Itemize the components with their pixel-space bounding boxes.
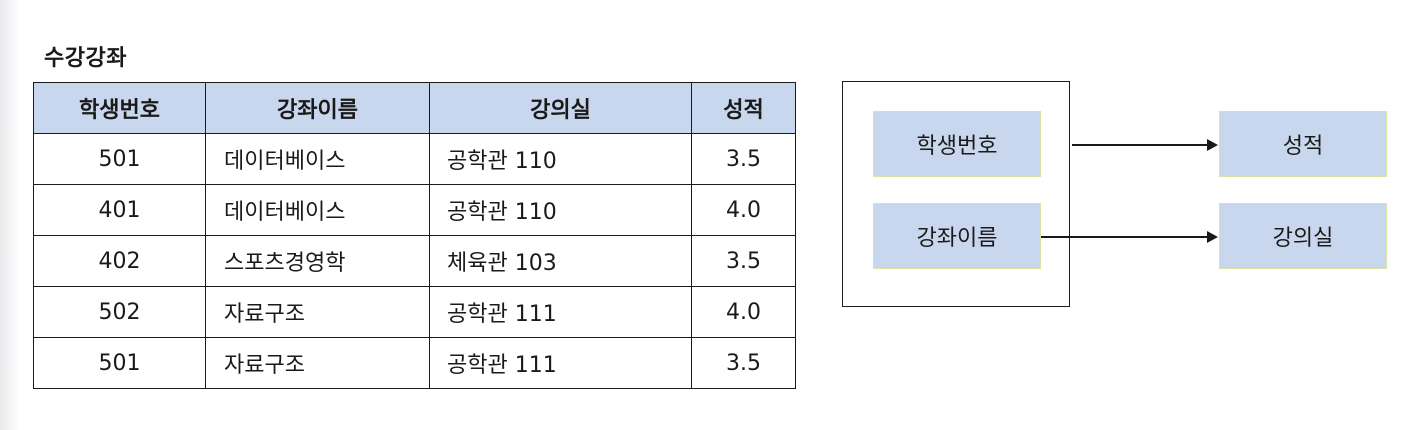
cell-grade: 3.5 [691, 133, 796, 185]
cell-classroom: 체육관 103 [429, 235, 692, 287]
header-student-id: 학생번호 [33, 82, 206, 134]
cell-student-id: 501 [33, 337, 206, 389]
enrollment-table: 학생번호 강좌이름 강의실 성적 501 데이터베이스 공학관 110 3.5 … [33, 82, 796, 389]
cell-course-name: 스포츠경영학 [205, 235, 430, 287]
cell-grade: 3.5 [691, 235, 796, 287]
cell-student-id: 501 [33, 133, 206, 185]
arrow-head-lower [1207, 231, 1218, 243]
cut-off-text-line [30, 420, 1370, 430]
arrow-line-lower [1041, 236, 1208, 238]
cell-course-name: 자료구조 [205, 337, 430, 389]
diagram-node-classroom: 강의실 [1219, 203, 1387, 269]
cell-classroom: 공학관 110 [429, 133, 692, 185]
cell-course-name: 데이터베이스 [205, 133, 430, 185]
arrow-head-upper [1207, 139, 1218, 151]
table-row: 402 스포츠경영학 체육관 103 3.5 [33, 235, 796, 287]
cell-classroom: 공학관 110 [429, 184, 692, 236]
cell-student-id: 401 [33, 184, 206, 236]
page-edge-shadow [0, 0, 20, 430]
arrow-line-upper [1072, 144, 1208, 146]
cell-grade: 3.5 [691, 337, 796, 389]
table-title: 수강강좌 [44, 46, 127, 71]
table-row: 401 데이터베이스 공학관 110 4.0 [33, 184, 796, 236]
cell-student-id: 402 [33, 235, 206, 287]
cell-student-id: 502 [33, 286, 206, 338]
header-classroom: 강의실 [429, 82, 692, 134]
table-row: 501 데이터베이스 공학관 110 3.5 [33, 133, 796, 185]
determinant-group-box [842, 81, 1070, 307]
cell-classroom: 공학관 111 [429, 286, 692, 338]
cell-classroom: 공학관 111 [429, 337, 692, 389]
diagram-node-grade: 성적 [1219, 111, 1387, 177]
cell-course-name: 자료구조 [205, 286, 430, 338]
diagram-node-course-name: 강좌이름 [873, 203, 1041, 269]
diagram-node-student-id: 학생번호 [873, 111, 1041, 177]
table-header-row: 학생번호 강좌이름 강의실 성적 [33, 82, 796, 134]
table-row: 501 자료구조 공학관 111 3.5 [33, 337, 796, 389]
header-grade: 성적 [691, 82, 796, 134]
header-course-name: 강좌이름 [205, 82, 430, 134]
table-row: 502 자료구조 공학관 111 4.0 [33, 286, 796, 338]
cell-grade: 4.0 [691, 184, 796, 236]
cell-grade: 4.0 [691, 286, 796, 338]
cell-course-name: 데이터베이스 [205, 184, 430, 236]
